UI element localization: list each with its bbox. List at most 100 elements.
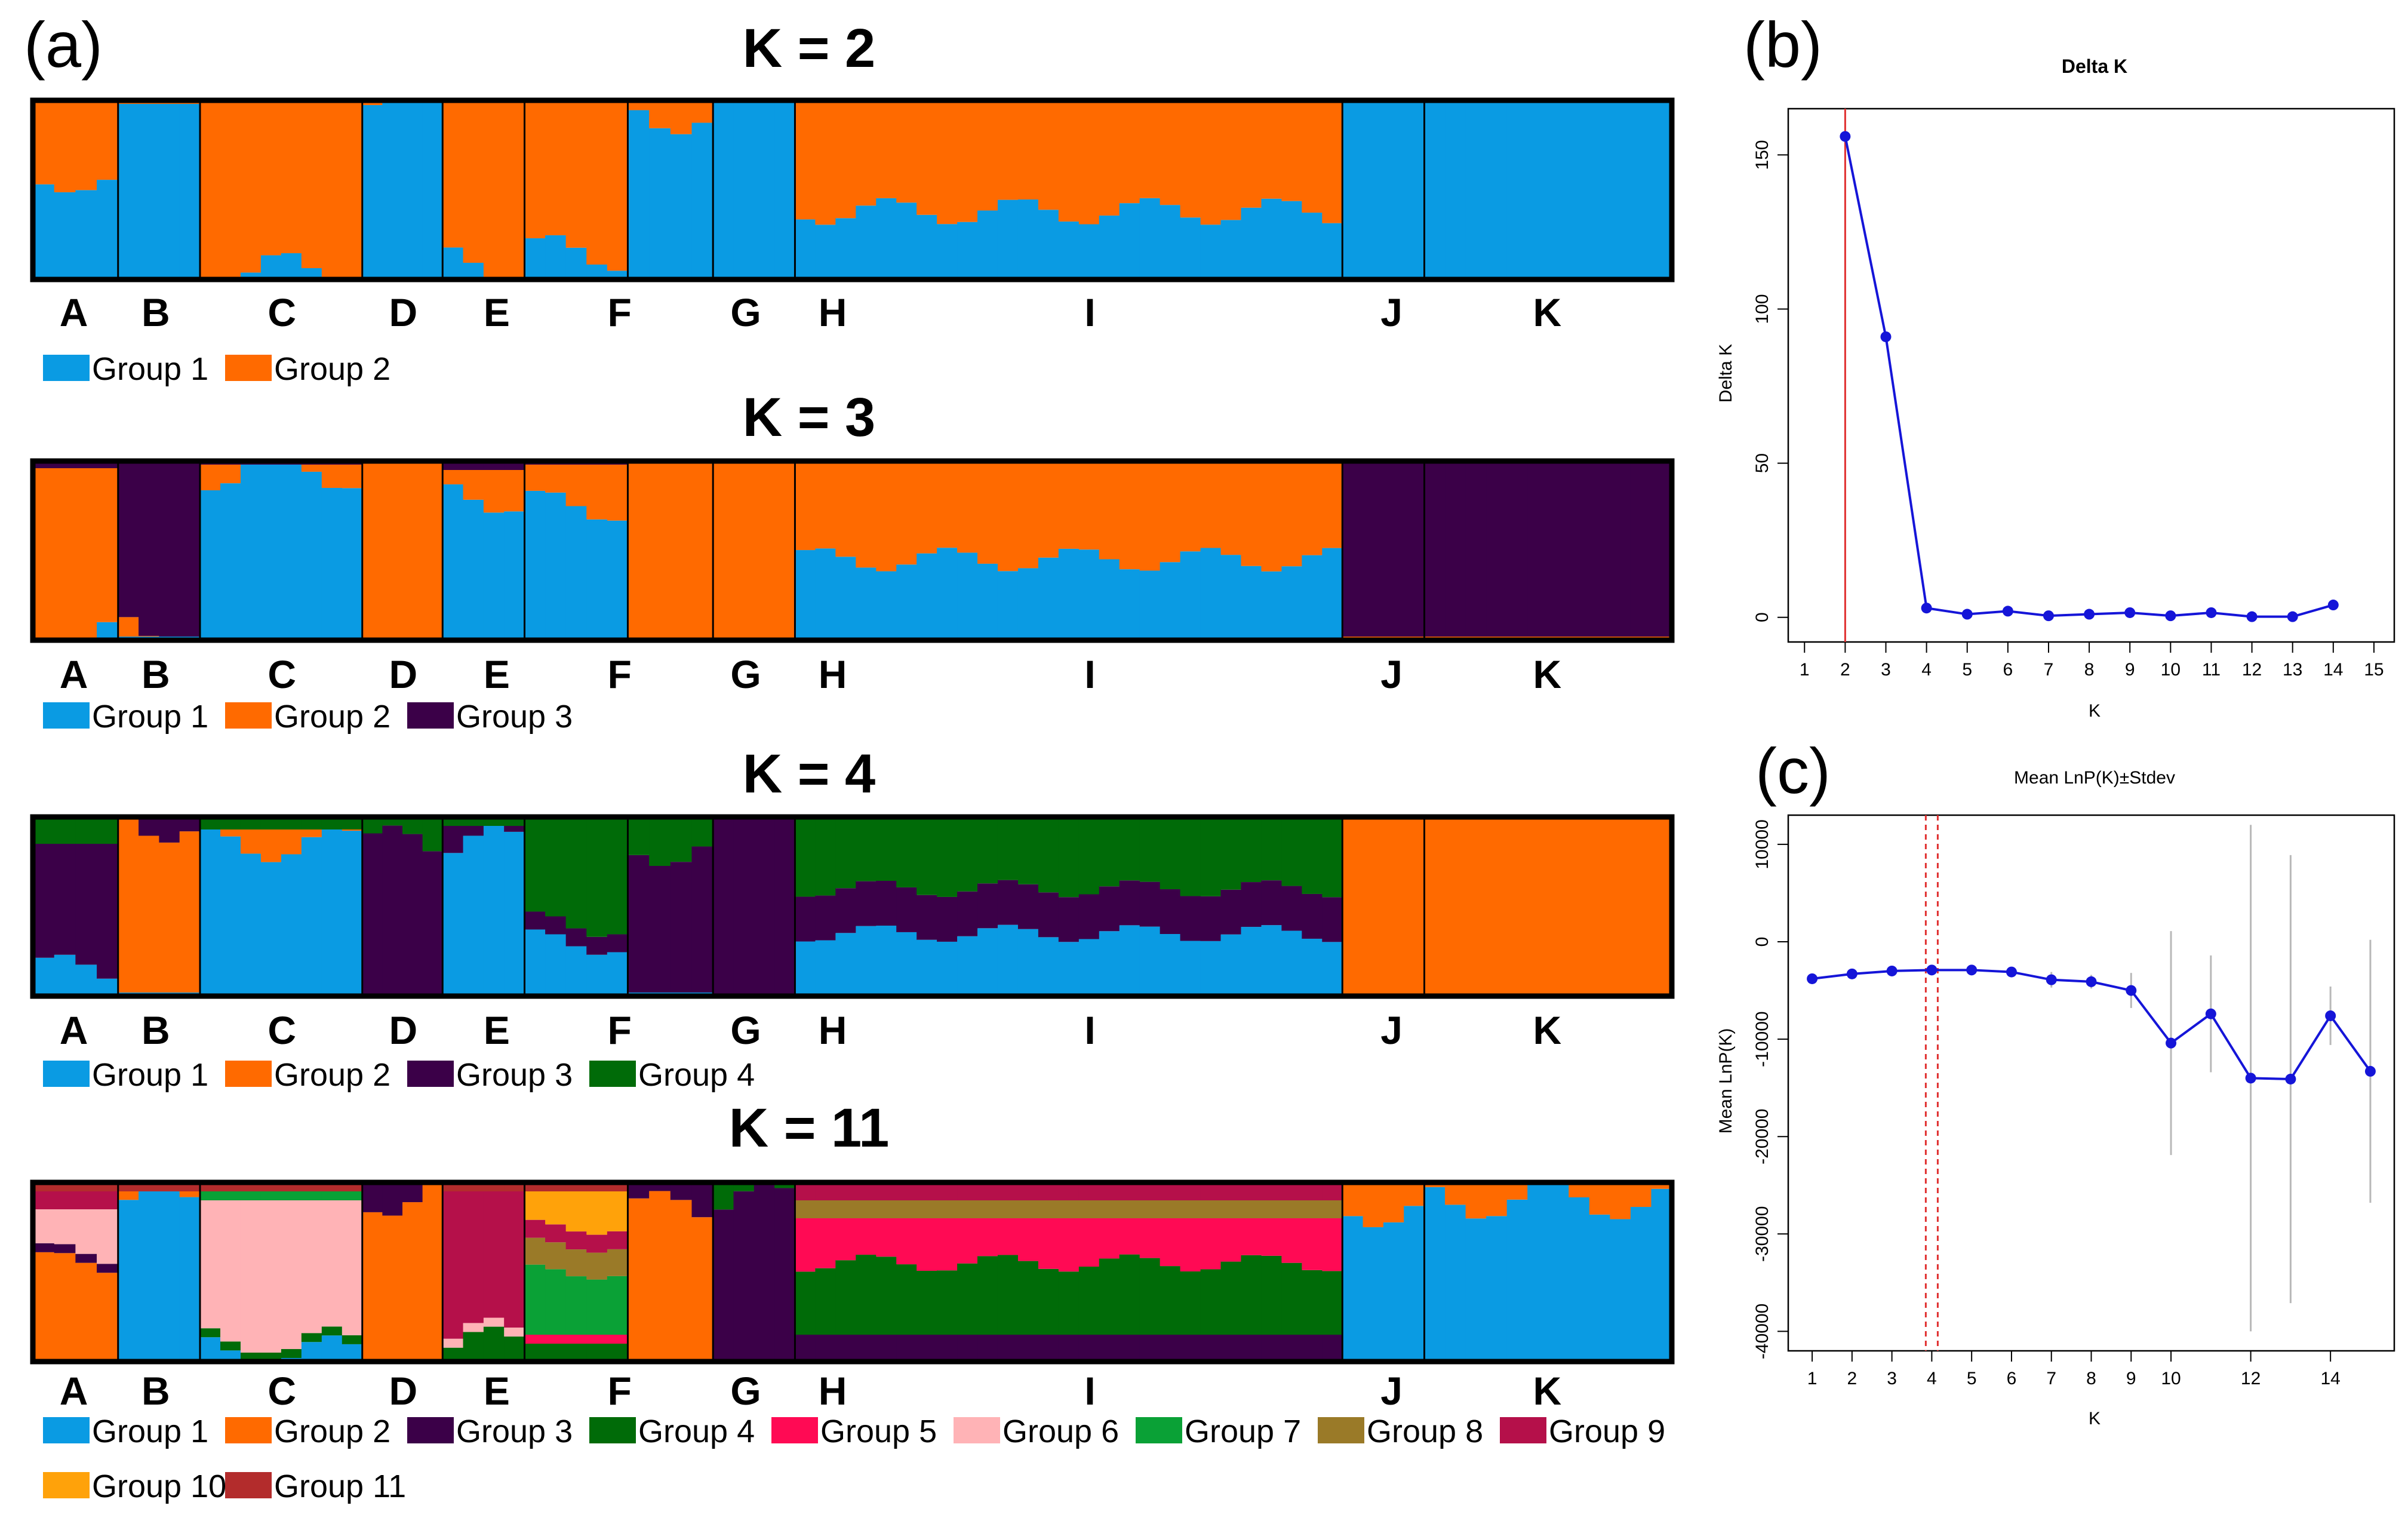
deltak-point xyxy=(2287,611,2298,622)
lnpk-point xyxy=(1846,968,1857,979)
bar-segment xyxy=(691,846,714,993)
bar-segment xyxy=(1241,100,1262,208)
bar-segment xyxy=(220,817,241,829)
structure-title: K = 2 xyxy=(743,18,875,79)
bar-segment xyxy=(54,1244,76,1253)
population-label: E xyxy=(484,1008,510,1052)
bar-segment xyxy=(240,1191,262,1200)
bar-segment xyxy=(1058,1335,1080,1362)
y-tick-label: 0 xyxy=(1752,612,1772,622)
bar-segment xyxy=(1078,1267,1100,1335)
bar-segment xyxy=(565,100,587,248)
bar-segment xyxy=(139,104,159,279)
bar-segment xyxy=(1180,100,1201,218)
bar-segment xyxy=(301,471,322,640)
bar-segment xyxy=(199,1337,221,1362)
bar-segment xyxy=(33,1243,55,1252)
x-tick-label: 5 xyxy=(1967,1369,1977,1388)
population-label: C xyxy=(267,652,296,696)
bar-segment xyxy=(691,1217,714,1362)
bar-segment xyxy=(937,1182,958,1200)
x-tick-label: 10 xyxy=(2161,1369,2181,1388)
bar-segment xyxy=(504,1336,525,1362)
bar-segment xyxy=(628,817,650,855)
bar-segment xyxy=(1302,213,1323,279)
bar-segment xyxy=(442,470,464,485)
legend-swatch xyxy=(1500,1417,1546,1443)
deltak-point xyxy=(1840,131,1851,142)
bar-segment xyxy=(422,102,443,279)
bar-segment xyxy=(1200,100,1222,225)
lnpk-frame xyxy=(1787,814,2395,1352)
bar-segment xyxy=(524,1344,546,1362)
bar-segment xyxy=(1342,461,1364,637)
bar-segment xyxy=(1383,819,1404,996)
bar-segment xyxy=(876,1218,897,1257)
bar-segment xyxy=(220,1200,241,1342)
bar-segment xyxy=(754,1182,775,1362)
panel-label-c: (c) xyxy=(1755,735,1831,807)
bar-segment xyxy=(1281,1335,1302,1362)
x-tick-label: 13 xyxy=(2283,660,2302,680)
bar-segment xyxy=(342,817,363,829)
bar-segment xyxy=(342,831,363,996)
panel-a: (a) xyxy=(24,8,103,81)
bar-segment xyxy=(1241,207,1262,279)
bar-segment xyxy=(240,853,262,996)
bar-segment xyxy=(628,855,650,993)
bar-segment xyxy=(54,468,76,640)
bar-segment xyxy=(997,817,1019,880)
bar-segment xyxy=(1342,1216,1364,1362)
y-tick-label: 100 xyxy=(1752,294,1772,324)
bar-segment xyxy=(1017,1200,1039,1218)
structure-plot-k1: K = 2 A B C D E F G H I J K Group 1 Group 2 xyxy=(30,18,1675,387)
bar-segment xyxy=(1058,1182,1080,1200)
bar-segment xyxy=(33,1252,55,1362)
bar-segment xyxy=(240,272,262,279)
bar-segment xyxy=(1058,221,1080,279)
bar-segment xyxy=(33,468,55,640)
bar-segment xyxy=(1038,557,1059,640)
bar-segment xyxy=(321,1191,343,1200)
bar-segment xyxy=(795,100,816,220)
bar-segment xyxy=(1180,1200,1201,1218)
legend-label: Group 6 xyxy=(1002,1414,1119,1449)
legend-label: Group 3 xyxy=(456,699,573,735)
bar-segment xyxy=(524,1219,546,1238)
bar-segment xyxy=(1241,1335,1262,1362)
bar-segment xyxy=(713,100,734,279)
bar-segment xyxy=(795,1271,816,1335)
lnpk-point xyxy=(2364,1065,2376,1077)
population-label: B xyxy=(142,1369,170,1413)
bar-segment xyxy=(75,964,97,996)
bar-segment xyxy=(402,1182,423,1203)
bar-segment xyxy=(524,817,546,912)
deltak-point xyxy=(1961,609,1973,620)
deltak-point xyxy=(2124,607,2136,618)
bar-segment xyxy=(301,1333,322,1342)
bar-segment xyxy=(1220,220,1242,279)
bar-segment xyxy=(896,202,917,279)
bar-segment xyxy=(220,483,241,640)
bar-segment xyxy=(75,1191,97,1209)
panel-b: (b) Delta K 1 2 3 4 5 6 7 8 9 10 11 12 13 14 150501001… xyxy=(1716,8,2395,721)
bar-segment xyxy=(937,1270,958,1335)
bar-segment xyxy=(382,1182,403,1216)
bar-segment xyxy=(1017,1182,1039,1200)
bar-segment xyxy=(220,829,241,837)
bar-segment xyxy=(774,817,796,996)
bar-segment xyxy=(1160,1266,1181,1335)
legend-swatch xyxy=(407,1417,454,1443)
bar-segment xyxy=(607,934,629,953)
bar-segment xyxy=(815,548,836,640)
bar-segment xyxy=(118,104,139,279)
bar-segment xyxy=(691,100,714,123)
bar-segment xyxy=(281,100,302,253)
bar-segment xyxy=(1322,1200,1343,1218)
bar-segment xyxy=(628,110,650,279)
bar-segment xyxy=(1548,819,1569,996)
bar-segment xyxy=(54,1253,76,1362)
bar-segment xyxy=(1302,938,1323,996)
bar-segment xyxy=(917,461,937,554)
